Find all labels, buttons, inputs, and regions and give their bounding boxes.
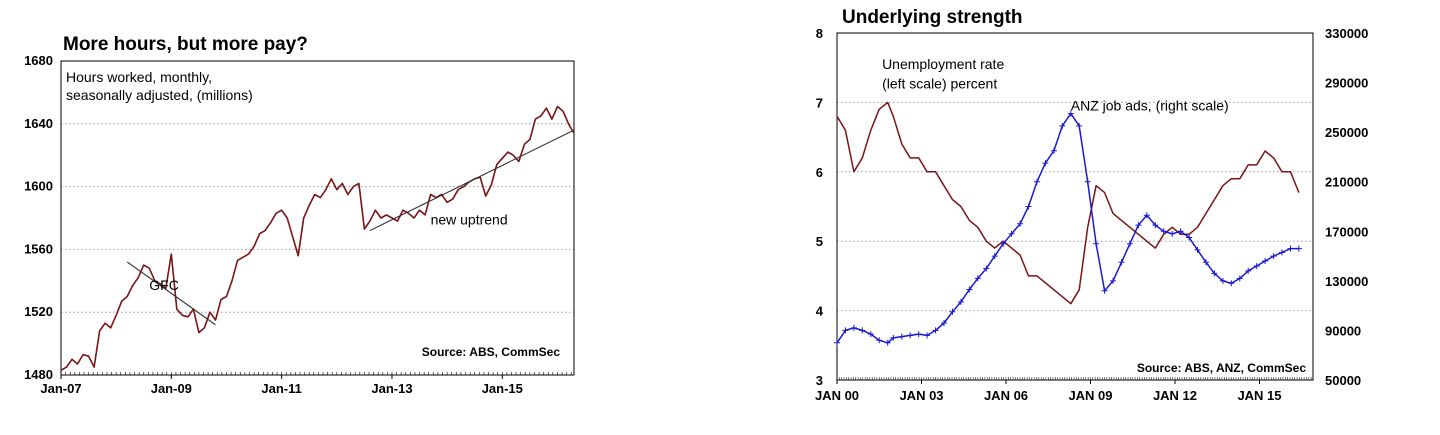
x-tick-label: JAN 06 [984, 388, 1028, 403]
series-point-anz-job-ads [1271, 253, 1277, 259]
x-tick-label: Jan-15 [482, 381, 523, 396]
series-label-0: Unemployment rate [882, 56, 1004, 72]
y-left-tick-label: 4 [816, 304, 824, 319]
y-tick-label: 1480 [24, 367, 53, 382]
x-tick-label: JAN 09 [1068, 388, 1112, 403]
y-right-tick-label: 90000 [1325, 323, 1361, 338]
underlying-strength-chart: Underlying strength Source: ABS, ANZ, Co… [790, 0, 1440, 435]
x-tick-label: Jan-07 [40, 381, 81, 396]
y-right-tick-label: 50000 [1325, 373, 1361, 388]
series-point-anz-job-ads [1279, 249, 1285, 255]
trendline-gfc [127, 262, 215, 325]
y-right-tick-label: 170000 [1325, 224, 1368, 239]
y-tick-label: 1600 [24, 179, 53, 194]
y-right-tick-label: 210000 [1325, 175, 1368, 190]
source-note: Source: ABS, ANZ, CommSec [1137, 361, 1306, 375]
series-point-anz-job-ads [899, 334, 905, 340]
y-right-tick-label: 290000 [1325, 76, 1368, 91]
series-label-1: (left scale) percent [882, 76, 997, 92]
series-point-anz-job-ads [1288, 246, 1294, 252]
series-point-anz-job-ads [1228, 280, 1234, 286]
x-tick-label: Jan-13 [371, 381, 412, 396]
series-point-anz-job-ads [859, 327, 865, 333]
series-point-anz-job-ads [1169, 231, 1175, 237]
source-note: Source: ABS, CommSec [422, 345, 561, 359]
series-line-hours-worked [61, 107, 574, 371]
x-tick-label: Jan-11 [261, 381, 301, 396]
series-point-anz-job-ads [916, 331, 922, 337]
y-tick-label: 1520 [24, 304, 53, 319]
x-tick-label: JAN 00 [815, 388, 859, 403]
label-new-uptrend: new uptrend [431, 211, 508, 227]
x-tick-label: JAN 12 [1153, 388, 1197, 403]
y-left-tick-label: 5 [816, 234, 823, 249]
series-line-unemployment-rate [837, 102, 1299, 303]
x-tick-label: Jan-09 [151, 381, 192, 396]
x-tick-label: JAN 15 [1237, 388, 1281, 403]
series-point-anz-job-ads [1034, 179, 1040, 185]
annotation-line-2: seasonally adjusted, (millions) [66, 87, 253, 103]
y-tick-label: 1640 [24, 116, 53, 131]
y-left-tick-label: 6 [816, 165, 823, 180]
hours-worked-chart-svg: More hours, but more pay? Hours worked, … [0, 0, 600, 435]
y-right-tick-label: 250000 [1325, 125, 1368, 140]
series-point-anz-job-ads [851, 325, 857, 331]
y-left-tick-label: 8 [816, 26, 823, 41]
series-line-anz-job-ads [837, 114, 1299, 343]
series-point-anz-job-ads [1026, 204, 1032, 210]
series-point-anz-job-ads [1119, 259, 1125, 265]
series-label-2: ANZ job ads, (right scale) [1071, 98, 1229, 114]
series-point-anz-job-ads [907, 332, 913, 338]
y-right-tick-label: 330000 [1325, 26, 1368, 41]
y-tick-label: 1680 [24, 53, 53, 68]
label-gfc: GFC [149, 277, 179, 293]
hours-worked-chart: More hours, but more pay? Hours worked, … [0, 0, 600, 435]
annotation-line-1: Hours worked, monthly, [66, 69, 212, 85]
chart-title: Underlying strength [842, 7, 1023, 28]
x-tick-label: JAN 03 [899, 388, 943, 403]
underlying-strength-chart-svg: Underlying strength Source: ABS, ANZ, Co… [790, 0, 1440, 435]
series-point-anz-job-ads [1127, 241, 1133, 247]
chart-title: More hours, but more pay? [63, 34, 308, 55]
y-left-tick-label: 3 [816, 373, 823, 388]
series-point-anz-job-ads [1085, 179, 1091, 185]
y-tick-label: 1560 [24, 241, 53, 256]
y-left-tick-label: 7 [816, 95, 823, 110]
y-right-tick-label: 130000 [1325, 274, 1368, 289]
series-point-anz-job-ads [1296, 246, 1302, 252]
